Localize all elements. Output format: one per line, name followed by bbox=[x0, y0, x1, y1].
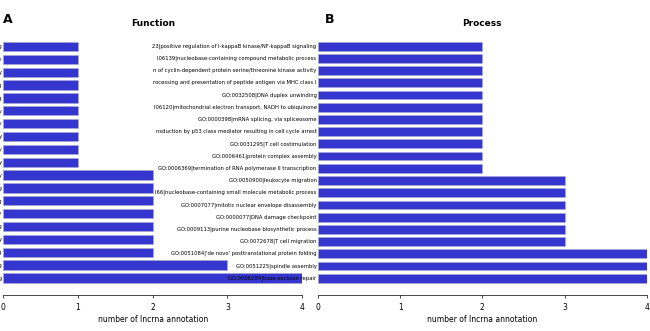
Bar bbox=[318, 201, 565, 209]
Bar bbox=[318, 225, 565, 234]
Bar bbox=[3, 55, 78, 64]
Bar bbox=[3, 80, 78, 90]
Bar bbox=[3, 106, 78, 116]
Bar bbox=[318, 188, 565, 197]
Bar bbox=[318, 54, 482, 63]
Bar bbox=[318, 78, 482, 87]
Bar bbox=[318, 213, 565, 221]
Bar bbox=[318, 274, 647, 283]
Bar bbox=[3, 209, 153, 218]
Bar bbox=[318, 42, 482, 51]
Bar bbox=[318, 164, 482, 173]
Bar bbox=[3, 222, 153, 231]
Bar bbox=[3, 170, 153, 180]
Bar bbox=[318, 249, 647, 258]
Bar bbox=[3, 93, 78, 103]
Bar bbox=[318, 152, 482, 161]
Title: Function: Function bbox=[131, 19, 175, 27]
Bar bbox=[3, 42, 78, 51]
Text: B: B bbox=[325, 13, 335, 26]
Bar bbox=[3, 235, 153, 244]
Bar bbox=[318, 103, 482, 112]
Bar bbox=[3, 248, 153, 257]
Bar bbox=[3, 273, 302, 283]
Bar bbox=[3, 68, 78, 77]
Bar bbox=[3, 183, 153, 193]
Bar bbox=[3, 132, 78, 141]
Bar bbox=[318, 139, 482, 148]
Bar bbox=[318, 115, 482, 124]
Title: Process: Process bbox=[463, 19, 502, 27]
Bar bbox=[3, 260, 227, 270]
Bar bbox=[318, 91, 482, 99]
X-axis label: number of lncrna annotation: number of lncrna annotation bbox=[427, 315, 538, 324]
Text: A: A bbox=[3, 13, 13, 26]
Bar bbox=[3, 145, 78, 154]
Bar bbox=[3, 196, 153, 206]
Bar bbox=[3, 119, 78, 128]
Bar bbox=[318, 66, 482, 75]
Bar bbox=[318, 261, 647, 270]
Bar bbox=[318, 237, 565, 246]
Bar bbox=[3, 158, 78, 167]
Bar bbox=[318, 176, 565, 185]
X-axis label: number of lncrna annotation: number of lncrna annotation bbox=[98, 315, 208, 324]
Bar bbox=[318, 127, 482, 136]
